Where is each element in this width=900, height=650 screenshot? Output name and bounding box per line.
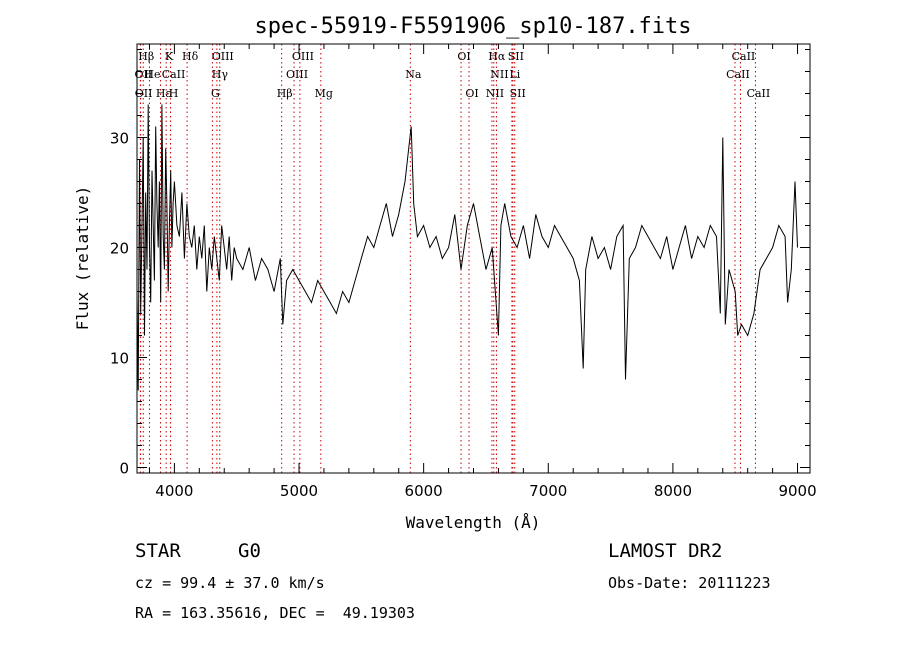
y-axis-label: Flux (relative) bbox=[73, 186, 92, 331]
y-tick-label: 10 bbox=[110, 350, 129, 368]
coordinates-readout: RA = 163.35616, DEC = 49.19303 bbox=[135, 604, 415, 622]
x-axis-ticks: 4000 5000 6000 7000 8000 9000 bbox=[148, 44, 817, 500]
x-axis-label: Wavelength (Å) bbox=[406, 513, 541, 532]
spectral-line-label: OIII bbox=[286, 68, 308, 81]
redshift-readout: cz = 99.4 ± 37.0 km/s bbox=[135, 574, 325, 592]
y-axis-ticks: 0 10 20 30 bbox=[110, 49, 810, 478]
spectrum-series bbox=[136, 104, 798, 391]
plot-frame bbox=[136, 43, 811, 474]
spectral-line-label: Hβ bbox=[277, 87, 293, 100]
spectral-line-label: H bbox=[169, 87, 179, 100]
spectral-line-label: Hδ bbox=[182, 50, 199, 63]
spectral-line-label: K bbox=[165, 50, 174, 63]
spectral-line-labels: Hβ He K Hδ CaII OIII Hγ G HHε OIII OIII Hβ Mg Na OI OI H… bbox=[135, 50, 771, 100]
spectrum-line bbox=[136, 104, 798, 391]
spectral-line-label: OIII bbox=[212, 50, 234, 63]
spectral-line-label: NII bbox=[486, 87, 504, 100]
spectral-line-markers bbox=[139, 44, 756, 473]
spectral-line-label: G bbox=[211, 87, 220, 100]
spectral-line-label: Na bbox=[405, 68, 422, 81]
x-tick-label: 8000 bbox=[654, 482, 692, 500]
spectral-line-label: CaII bbox=[726, 68, 750, 81]
x-tick-label: 7000 bbox=[529, 482, 567, 500]
spectral-line-label: Hε bbox=[156, 87, 172, 100]
object-class: STAR bbox=[135, 540, 181, 562]
spectral-line-label: Hγ bbox=[212, 68, 229, 81]
spectral-line-label: SII bbox=[508, 50, 524, 63]
spectral-line-label: OII bbox=[135, 68, 153, 81]
chart-title: spec-55919-F5591906_sp10-187.fits bbox=[254, 14, 691, 39]
x-tick-label: 6000 bbox=[405, 482, 443, 500]
spectral-line-label: CaII bbox=[732, 50, 756, 63]
spectral-line-label: Li bbox=[509, 68, 520, 81]
spectral-line-label: CaII bbox=[747, 87, 771, 100]
obs-date: Obs-Date: 20111223 bbox=[608, 574, 771, 592]
survey-name: LAMOST DR2 bbox=[608, 540, 723, 562]
spectral-line-label: OI bbox=[465, 87, 478, 100]
spectral-line-label: He bbox=[144, 68, 160, 81]
object-subclass: G0 bbox=[238, 540, 261, 562]
spectral-line-label: OIII bbox=[292, 50, 314, 63]
y-tick-label: 30 bbox=[110, 130, 129, 148]
spectral-line-label: Hα bbox=[488, 50, 506, 63]
spectral-line-label: OII bbox=[135, 87, 153, 100]
y-tick-label: 20 bbox=[110, 240, 129, 258]
spectral-line-label: Hβ bbox=[138, 50, 154, 63]
spectral-line-label: Mg bbox=[315, 87, 333, 100]
spectral-line-label: OI bbox=[457, 50, 470, 63]
x-tick-label: 9000 bbox=[778, 482, 816, 500]
spectral-line-label: SII bbox=[510, 87, 526, 100]
spectral-line-label: NII bbox=[490, 68, 508, 81]
spectral-line-label: CaII bbox=[162, 68, 186, 81]
x-tick-label: 5000 bbox=[280, 482, 318, 500]
y-tick-label: 0 bbox=[119, 460, 129, 478]
spectrum-chart: spec-55919-F5591906_sp10-187.fits 4000 50… bbox=[73, 14, 817, 532]
x-tick-label: 4000 bbox=[155, 482, 193, 500]
